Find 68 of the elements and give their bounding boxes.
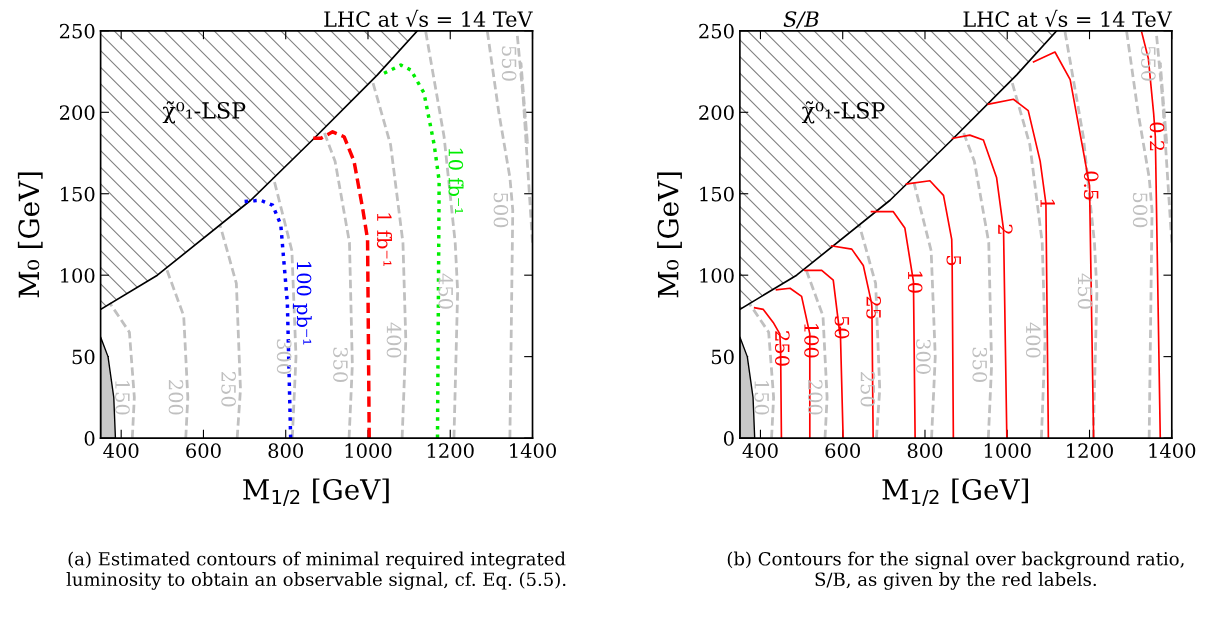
- y-tick-label: 0: [84, 431, 95, 446]
- text: 500: [1132, 193, 1148, 228]
- text: 300: [276, 339, 292, 374]
- x-tick-label: 600: [825, 443, 860, 458]
- y-tick-label: 250: [59, 23, 95, 39]
- x-tick-label: 1400: [510, 443, 556, 458]
- x-tick-label: 600: [186, 443, 221, 458]
- chart-subtitle: S/B: [783, 11, 819, 29]
- text: 25: [866, 296, 881, 319]
- text: 250: [774, 331, 790, 366]
- text: 0.2: [1149, 122, 1165, 151]
- y-tick-label: 150: [61, 186, 95, 202]
- y-tick-label: 200: [699, 105, 734, 120]
- line-series: [165, 267, 190, 439]
- line-series: [311, 130, 371, 439]
- text: 150: [115, 381, 130, 415]
- x-tick-label: 400: [103, 443, 139, 458]
- text: 200: [168, 380, 184, 415]
- text: 450: [1077, 273, 1093, 309]
- text: 400: [386, 322, 402, 358]
- y-tick-label: 150: [700, 186, 734, 202]
- x-tick-label: 1200: [427, 443, 474, 458]
- text: 500: [493, 193, 509, 228]
- text: 550: [501, 46, 517, 81]
- text: 2: [998, 224, 1013, 234]
- y-tick-label: 50: [72, 349, 95, 365]
- line-series: [218, 223, 242, 439]
- text: 300: [916, 339, 931, 374]
- annotation: χ̃⁰₁-LSP: [162, 101, 246, 124]
- x-tick-label: 1000: [984, 443, 1031, 458]
- chart-title: LHC at √s = 14 TeV: [963, 9, 1173, 28]
- line-series: [485, 30, 515, 439]
- y-tick-label: 100: [61, 268, 95, 283]
- x-tick-label: 1000: [345, 443, 392, 458]
- x-tick-label: 1400: [1149, 443, 1196, 458]
- text: 5: [946, 255, 961, 266]
- text: 450: [438, 273, 454, 309]
- line-series: [857, 223, 882, 439]
- text: 200: [807, 380, 823, 415]
- text: 350: [972, 347, 988, 383]
- x-tick-label: 800: [907, 443, 943, 458]
- chart-title: LHC at √s = 14 TeV: [324, 9, 533, 28]
- y-axis-title: M₀ [GeV]: [17, 172, 43, 298]
- text: 100 pb⁻¹: [292, 262, 312, 345]
- text: 400: [1025, 322, 1041, 358]
- x-tick-label: 800: [268, 443, 303, 458]
- x-axis-title: M$_{1/2}$ [GeV]: [882, 478, 1028, 506]
- x-tick-label: 1200: [1067, 443, 1113, 458]
- text: 250: [221, 371, 236, 407]
- text: 350: [333, 347, 348, 383]
- line-series: [1063, 30, 1099, 439]
- text: (a) Estimated contours of minimal required integrated luminosity to obtain an observable signal, cf. Eq. (5.5).: [66, 551, 566, 590]
- text: 10 fb⁻¹: [448, 148, 464, 214]
- y-tick-label: 0: [723, 431, 734, 446]
- x-axis-title: M$_{1/2}$ [GeV]: [243, 478, 389, 506]
- text: 150: [754, 381, 770, 415]
- text: 1: [1040, 199, 1055, 207]
- text: 550: [1141, 46, 1156, 81]
- y-tick-label: 50: [711, 349, 734, 365]
- y-tick-label: 250: [699, 23, 734, 39]
- y-tick-label: 100: [700, 268, 734, 283]
- text: 250: [860, 371, 876, 407]
- y-axis-title: M₀ [GeV]: [657, 172, 682, 298]
- text: (b) Contours for the signal over background ratio, S/B, as given by the red labels.: [727, 551, 1184, 590]
- annotation: χ̃⁰₁-LSP: [801, 101, 885, 124]
- text: 1 fb⁻¹: [376, 213, 392, 266]
- y-tick-label: 200: [59, 105, 95, 120]
- x-tick-label: 400: [742, 443, 778, 458]
